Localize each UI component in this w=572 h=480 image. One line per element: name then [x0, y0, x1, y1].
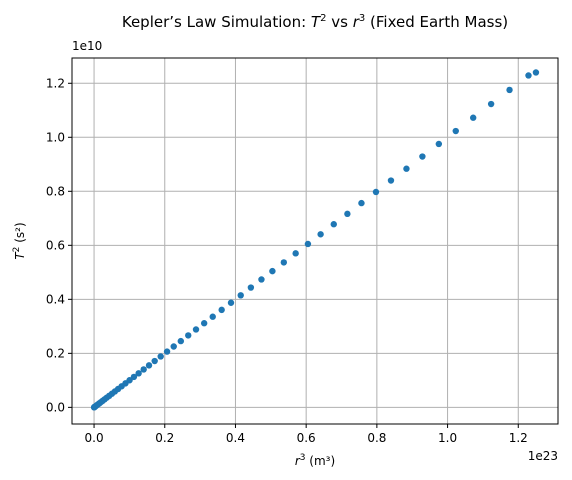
- x-tick-label: 0.6: [297, 431, 316, 445]
- data-point: [157, 353, 164, 360]
- y-tick-label: 0.8: [46, 184, 65, 198]
- data-point: [151, 357, 158, 365]
- data-point: [163, 348, 171, 355]
- data-point: [170, 343, 177, 350]
- x-tick-label: 1.0: [438, 431, 457, 445]
- data-point: [269, 267, 276, 275]
- data-point: [192, 326, 200, 333]
- x-axis-label: r3 (m³): [295, 453, 335, 468]
- y-tick-label: 0.4: [46, 292, 65, 306]
- y-axis-label: T2 (s²): [12, 222, 27, 259]
- data-point: [145, 362, 153, 369]
- grid-lines: [72, 58, 558, 424]
- y-tick-label: 1.0: [46, 130, 65, 144]
- data-point: [227, 299, 235, 306]
- data-point: [200, 320, 208, 327]
- data-point: [140, 366, 147, 373]
- data-point: [372, 188, 380, 196]
- data-point: [126, 377, 133, 384]
- data-point: [237, 292, 244, 299]
- data-point: [344, 210, 351, 218]
- y-tick-label: 0.0: [46, 400, 65, 414]
- data-point: [218, 306, 225, 314]
- x-tick-label: 0.8: [367, 431, 386, 445]
- data-point: [330, 221, 337, 228]
- axis-ticks: 0.0 0.2 0.4 0.6 0.8 1.0 1.2 0.0 0.2 0.4 0.6 0.8 1.0 1…: [46, 76, 528, 445]
- x-tick-label: 1.2: [509, 431, 528, 445]
- chart-title: Kepler’s Law Simulation: T2 vs r3 (Fixed…: [122, 13, 508, 31]
- data-point: [435, 140, 443, 148]
- data-point: [280, 259, 288, 266]
- x-tick-label: 0.2: [155, 431, 174, 445]
- data-point: [304, 240, 312, 248]
- x-tick-label: 0.0: [85, 431, 104, 445]
- data-point: [317, 231, 324, 238]
- data-point: [532, 69, 540, 76]
- y-offset-text: 1e10: [72, 39, 102, 53]
- data-point: [258, 276, 265, 283]
- data-point: [419, 153, 426, 160]
- data-point: [209, 313, 216, 320]
- data-point: [506, 86, 513, 94]
- data-point: [387, 177, 395, 184]
- data-point: [469, 114, 477, 121]
- y-tick-label: 1.2: [46, 76, 65, 90]
- data-point: [452, 127, 459, 135]
- data-point: [403, 165, 410, 172]
- data-point: [130, 373, 138, 381]
- data-point: [358, 199, 365, 207]
- data-point: [247, 284, 255, 291]
- data-point: [487, 100, 495, 108]
- data-point: [177, 337, 185, 345]
- data-point: [185, 332, 192, 339]
- data-point: [135, 370, 142, 377]
- data-point: [292, 250, 299, 257]
- y-tick-label: 0.6: [46, 238, 65, 252]
- plot-frame: [71, 57, 559, 425]
- x-tick-label: 0.4: [226, 431, 245, 445]
- x-offset-text: 1e23: [528, 449, 558, 463]
- data-points: [90, 69, 540, 411]
- y-tick-label: 0.2: [46, 346, 65, 360]
- data-point: [525, 72, 532, 79]
